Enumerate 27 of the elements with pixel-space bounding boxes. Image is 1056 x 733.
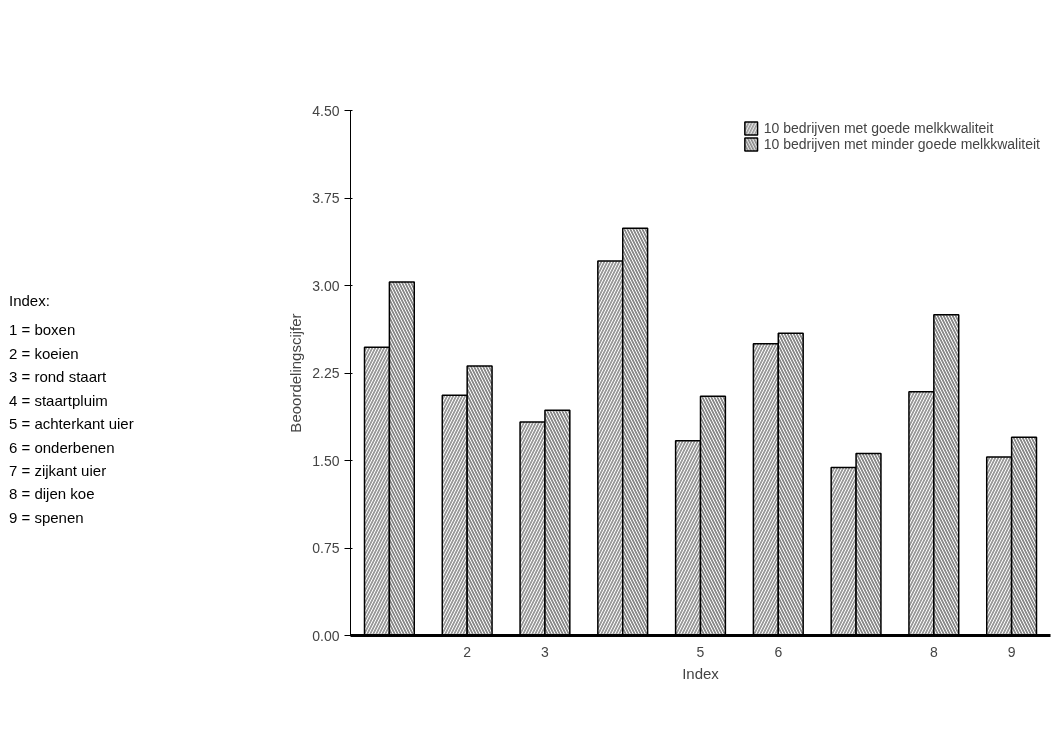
y-tick-label: 3.00 [312, 277, 340, 294]
legend-label: 10 bedrijven met goede melkkwaliteit [763, 120, 994, 136]
y-tick-label: 4.50 [312, 102, 340, 119]
x-axis-title: Index [682, 664, 720, 682]
text: 2 = koeien [9, 343, 80, 364]
y-tick-label: 0.75 [312, 540, 340, 556]
legend-label: 10 bedrijven met minder goede melkkwaliteit [763, 136, 1040, 152]
y-tick-label: 1.50 [312, 452, 340, 469]
x-tick-label: 9 [1007, 643, 1016, 660]
y-tick-label: 2.25 [312, 365, 340, 381]
text: 1 = boxen [9, 320, 77, 341]
text: 8 = dijen koe [9, 484, 96, 505]
y-tick-label: 3.75 [312, 190, 340, 206]
text: 9 = spenen [9, 507, 85, 528]
text: Index: [9, 291, 51, 311]
text: 4 = staartpluim [9, 390, 109, 411]
x-tick-label: 5 [696, 643, 705, 660]
y-axis-title: Beoordelingscijfer [287, 313, 305, 433]
text: 3 = rond staart [9, 367, 108, 388]
x-tick-label: 2 [463, 643, 472, 660]
x-tick-label: 8 [929, 643, 938, 660]
text: 7 = zijkant uier [9, 460, 108, 481]
text: 5 = achterkant uier [9, 414, 134, 435]
text: 6 = onderbenen [9, 437, 116, 458]
x-tick-label: 6 [774, 643, 783, 660]
y-tick-label: 0.00 [312, 627, 340, 644]
x-tick-label: 3 [541, 643, 550, 660]
